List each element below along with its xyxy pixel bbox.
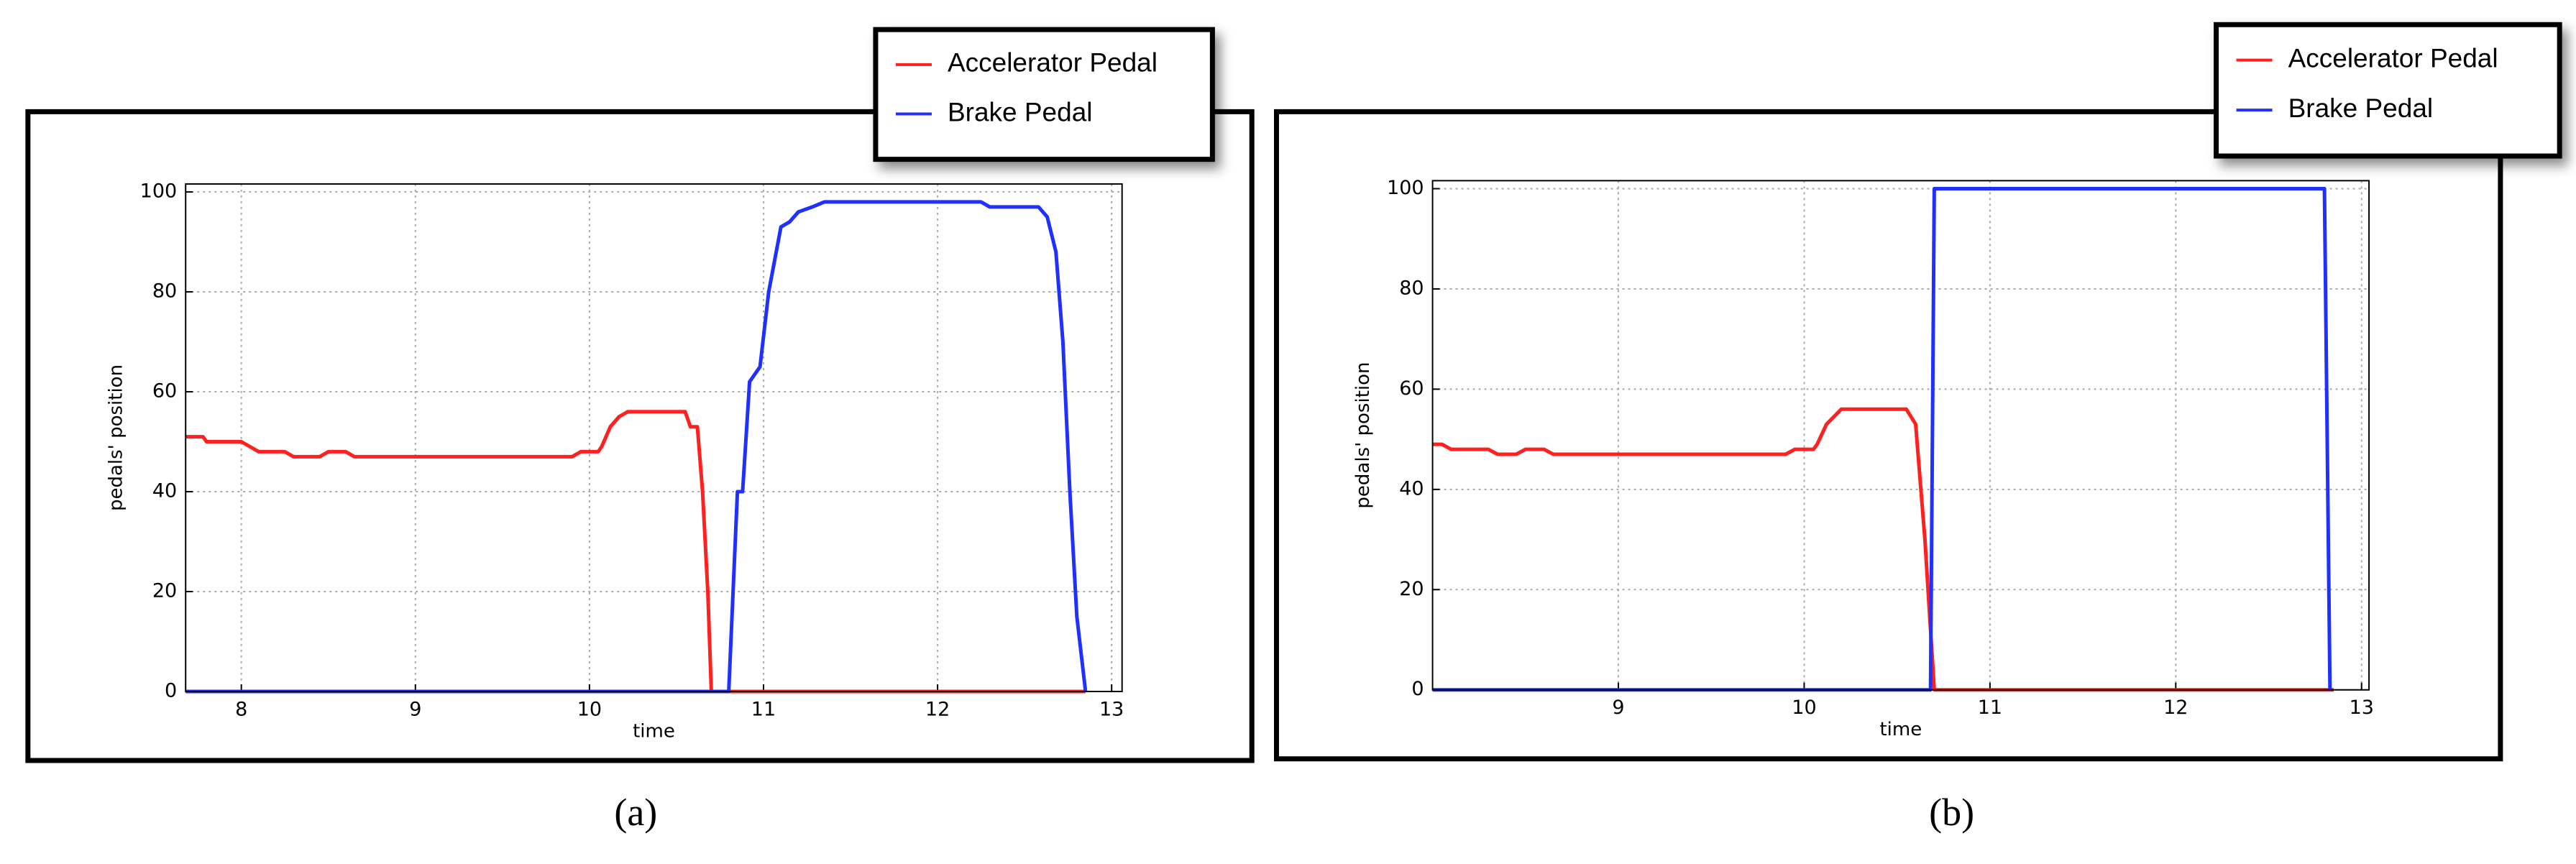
x-axis-label: time — [633, 721, 675, 743]
x-tick-label: 10 — [577, 699, 602, 721]
data-line — [185, 410, 1086, 694]
panel-border — [1274, 109, 2503, 762]
caption: (a) — [614, 791, 657, 834]
legend-label: Accelerator Pedal — [2288, 43, 2498, 73]
caption: (b) — [1929, 791, 1974, 834]
plot-frame — [1431, 180, 2370, 691]
y-axis-label: pedals' position — [1352, 362, 1374, 508]
y-tick-label: 100 — [140, 180, 178, 203]
plot-area: 8 9 10 11 12 13 0 20 40 60 80 100 time pedals' positi… — [106, 180, 1124, 743]
legend: Accelerator Pedal Brake Pedal — [873, 27, 1215, 162]
y-tick-label: 80 — [1399, 277, 1424, 299]
x-tick-label: 13 — [2350, 697, 2374, 719]
y-tick-label: 0 — [165, 680, 177, 702]
y-tick-label: 0 — [1411, 678, 1424, 700]
y-tick-label: 40 — [152, 480, 177, 502]
y-tick-label: 60 — [152, 380, 177, 403]
legend-box — [873, 27, 1215, 162]
y-tick-label: 80 — [152, 280, 177, 303]
legend-box — [2214, 22, 2562, 159]
y-tick-label: 100 — [1387, 177, 1424, 199]
x-tick-label: 11 — [1978, 697, 2002, 719]
x-tick-label: 12 — [2163, 697, 2188, 719]
legend: Accelerator Pedal Brake Pedal — [2214, 22, 2562, 159]
x-tick-label: 9 — [409, 699, 421, 721]
legend-label: Accelerator Pedal — [948, 48, 1158, 78]
x-tick-label: 11 — [751, 699, 776, 721]
x-tick-label: 13 — [1099, 699, 1124, 721]
y-tick-label: 60 — [1399, 377, 1424, 400]
x-tick-label: 10 — [1792, 697, 1816, 719]
y-tick-label: 20 — [1399, 578, 1424, 600]
y-tick-label: 20 — [152, 580, 177, 602]
x-tick-label: 12 — [925, 699, 950, 721]
plot-frame — [185, 183, 1123, 693]
y-axis-label: pedals' position — [106, 364, 127, 511]
data-line — [185, 200, 1088, 694]
legend-label: Brake Pedal — [2288, 93, 2434, 123]
data-line — [1432, 407, 2334, 692]
x-tick-label: 8 — [235, 699, 247, 721]
x-axis-label: time — [1879, 719, 1922, 740]
x-tick-label: 9 — [1612, 697, 1624, 719]
y-tick-label: 40 — [1399, 477, 1424, 500]
legend-label: Brake Pedal — [948, 97, 1093, 127]
plot-area: 9 10 11 12 13 0 20 40 60 80 100 time pedals' positio… — [1352, 177, 2374, 740]
